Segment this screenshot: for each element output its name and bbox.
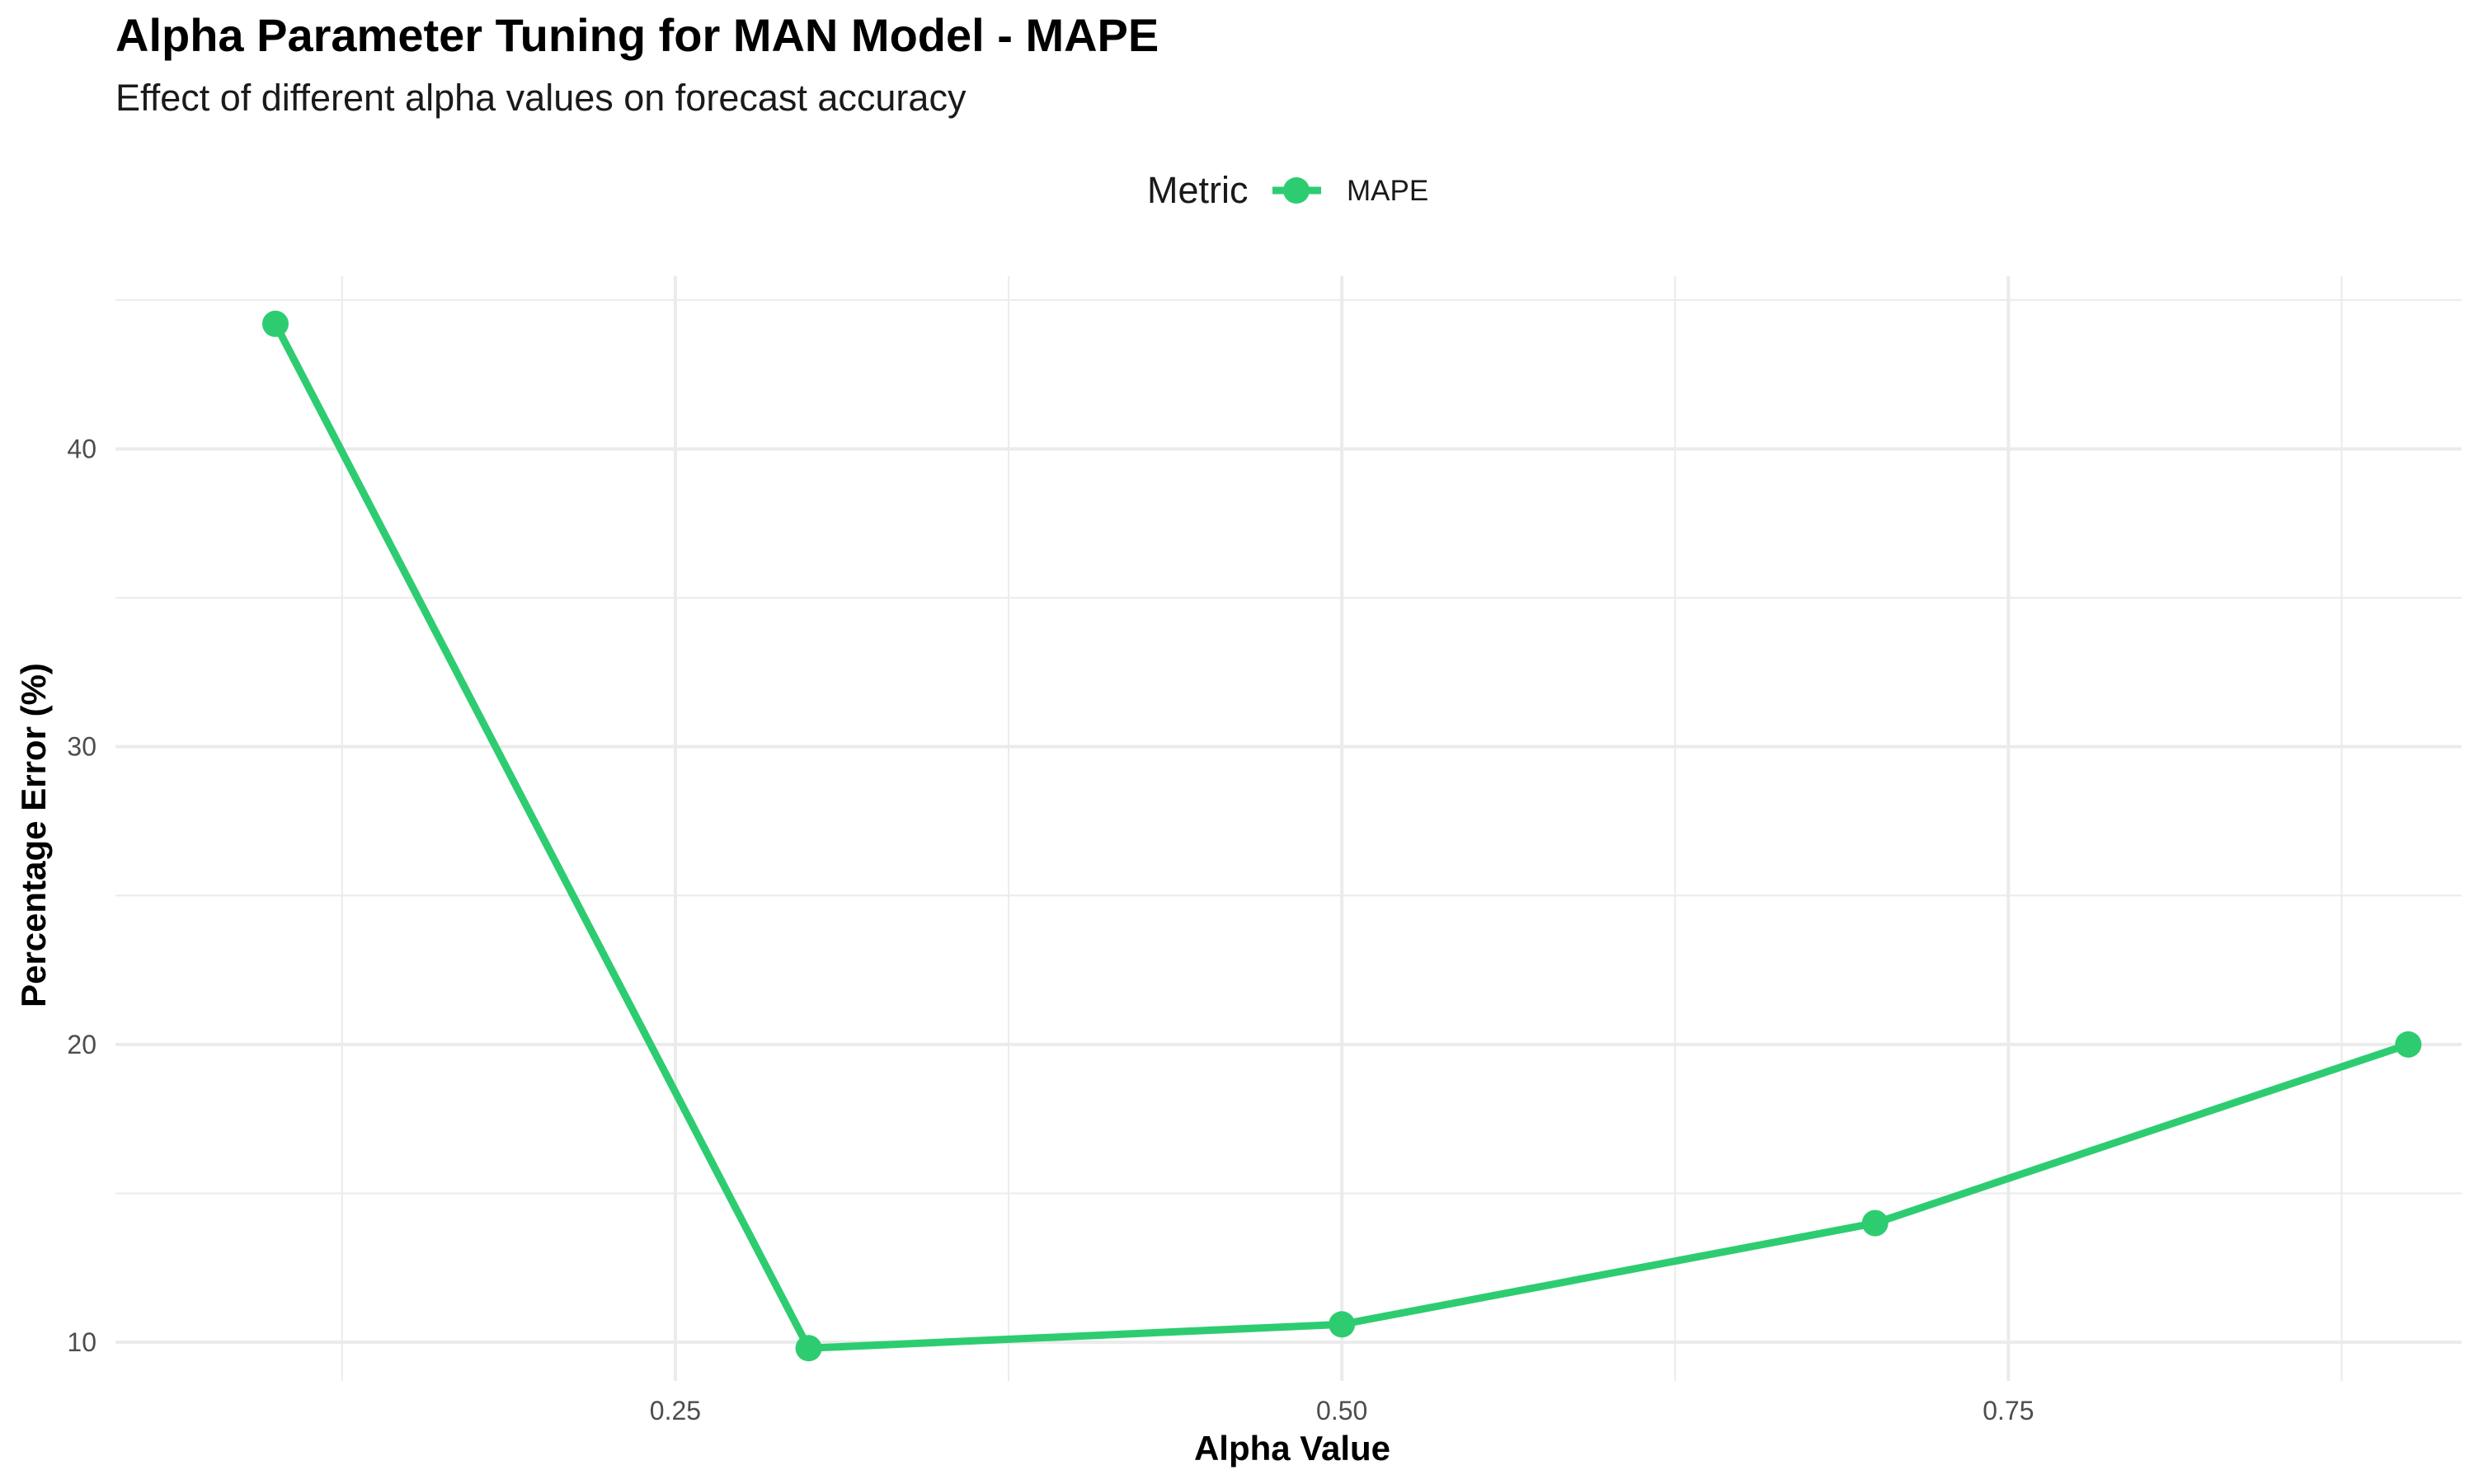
plot-series (261, 310, 2422, 1362)
y-tick-label: 10 (67, 1327, 96, 1357)
x-tick-label: 0.75 (1982, 1396, 2034, 1425)
x-tick-label: 0.50 (1316, 1396, 1367, 1425)
legend-key-point (1283, 177, 1310, 204)
y-tick-label: 40 (67, 434, 96, 463)
y-tick-label: 30 (67, 732, 96, 762)
chart-subtitle: Effect of different alpha values on fore… (115, 77, 967, 119)
data-point (2395, 1031, 2422, 1058)
legend: Metric MAPE (1147, 169, 1428, 211)
data-point (795, 1335, 822, 1362)
legend-title: Metric (1147, 169, 1249, 211)
x-axis-ticks: 0.25 0.50 0.75 (650, 1396, 2034, 1425)
data-point (261, 310, 289, 337)
data-point (1329, 1311, 1356, 1338)
grid-minor (115, 276, 2462, 1381)
y-axis-ticks: 10 20 30 40 (67, 434, 96, 1357)
x-axis-title: Alpha Value (1194, 1429, 1390, 1468)
x-tick-label: 0.25 (650, 1396, 701, 1425)
y-axis-title: Percentage Error (%) (14, 663, 53, 1007)
grid-major (115, 276, 2462, 1381)
legend-label-mape: MAPE (1347, 175, 1428, 207)
y-tick-label: 20 (67, 1030, 96, 1059)
chart-title: Alpha Parameter Tuning for MAN Model - M… (115, 9, 1159, 61)
data-point (1861, 1209, 1888, 1237)
